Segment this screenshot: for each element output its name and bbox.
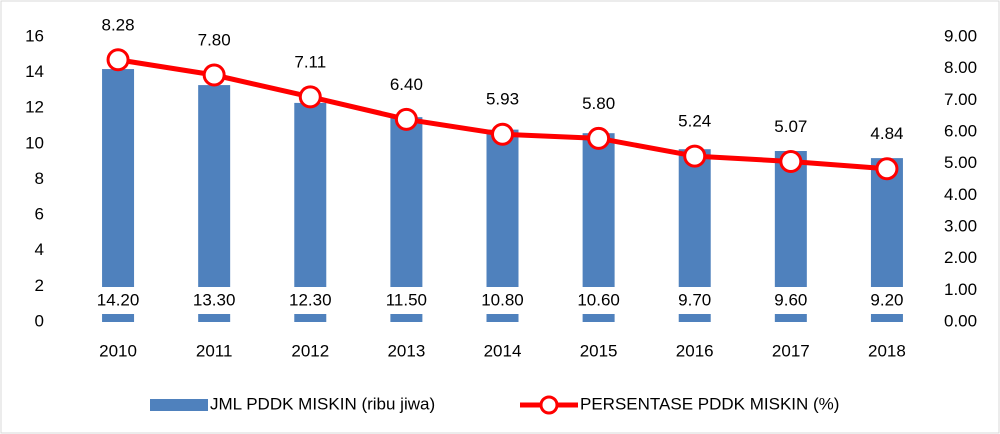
x-tick-label: 2015 bbox=[580, 341, 618, 360]
line-marker bbox=[202, 63, 226, 87]
line-value-label: 5.24 bbox=[678, 112, 711, 131]
label-bg bbox=[184, 287, 245, 314]
line-marker bbox=[298, 85, 322, 109]
line-marker bbox=[106, 48, 130, 72]
x-tick-label: 2014 bbox=[484, 341, 522, 360]
y-tick-label: 12 bbox=[25, 98, 44, 117]
line-value-label: 5.80 bbox=[582, 94, 615, 113]
label-bg bbox=[856, 287, 917, 314]
legend-label: JML PDDK MISKIN (ribu jiwa) bbox=[210, 394, 435, 413]
label-bg bbox=[88, 287, 149, 314]
bar-value-label: 10.80 bbox=[481, 290, 524, 309]
legend-swatch bbox=[150, 399, 208, 411]
x-tick-label: 2012 bbox=[291, 341, 329, 360]
bar-value-label: 9.20 bbox=[870, 290, 903, 309]
line-value-label: 8.28 bbox=[102, 15, 135, 34]
y-tick-label: 2 bbox=[35, 276, 44, 295]
y2-tick-label: 9.00 bbox=[944, 26, 977, 45]
line-marker bbox=[394, 107, 418, 131]
label-bg bbox=[280, 287, 341, 314]
y2-tick-label: 8.00 bbox=[944, 58, 977, 77]
x-tick-label: 2011 bbox=[196, 341, 233, 360]
bar bbox=[102, 69, 135, 322]
bar bbox=[294, 102, 327, 322]
y-tick-label: 14 bbox=[25, 62, 44, 81]
y-tick-label: 8 bbox=[35, 169, 44, 188]
label-bg bbox=[568, 287, 629, 314]
x-tick-label: 2016 bbox=[676, 341, 714, 360]
line-marker bbox=[587, 126, 611, 150]
line-value-label: 4.84 bbox=[870, 124, 903, 143]
y-tick-label: 10 bbox=[25, 133, 44, 152]
label-bg bbox=[472, 287, 533, 314]
label-bg bbox=[760, 287, 821, 314]
x-tick-label: 2010 bbox=[99, 341, 137, 360]
line-value-label: 7.11 bbox=[294, 52, 326, 71]
bar-value-label: 14.20 bbox=[97, 290, 140, 309]
y2-tick-label: 7.00 bbox=[944, 90, 977, 109]
bar-value-label: 9.70 bbox=[678, 290, 711, 309]
bar-value-label: 11.50 bbox=[386, 290, 427, 309]
y2-tick-label: 3.00 bbox=[944, 216, 977, 235]
legend-swatch bbox=[539, 395, 559, 415]
line-marker bbox=[683, 144, 707, 168]
line-marker bbox=[779, 149, 803, 173]
bar-value-label: 13.30 bbox=[193, 290, 236, 309]
line-value-label: 5.07 bbox=[774, 117, 807, 136]
x-tick-label: 2013 bbox=[387, 341, 425, 360]
label-bg bbox=[376, 287, 437, 314]
y-tick-label: 6 bbox=[35, 205, 44, 224]
y2-tick-label: 0.00 bbox=[944, 311, 977, 330]
bar-value-label: 10.60 bbox=[577, 290, 620, 309]
y2-tick-label: 1.00 bbox=[944, 280, 977, 299]
y2-tick-label: 4.00 bbox=[944, 185, 977, 204]
y-tick-label: 0 bbox=[35, 311, 44, 330]
line-value-label: 5.93 bbox=[486, 90, 519, 109]
x-tick-label: 2017 bbox=[772, 341, 810, 360]
y-tick-label: 16 bbox=[25, 26, 44, 45]
y2-tick-label: 6.00 bbox=[944, 121, 977, 140]
line-marker bbox=[491, 122, 514, 146]
bar bbox=[198, 85, 231, 322]
line-value-label: 7.80 bbox=[198, 30, 231, 49]
bar-value-label: 9.60 bbox=[774, 290, 807, 309]
legend-label: PERSENTASE PDDK MISKIN (%) bbox=[580, 394, 839, 413]
y-tick-label: 4 bbox=[35, 240, 44, 259]
label-bg bbox=[664, 287, 725, 314]
y2-tick-label: 5.00 bbox=[944, 153, 977, 172]
line-value-label: 6.40 bbox=[390, 75, 423, 94]
y2-tick-label: 2.00 bbox=[944, 248, 977, 267]
bar-value-label: 12.30 bbox=[289, 290, 332, 309]
x-tick-label: 2018 bbox=[868, 341, 906, 360]
line-marker bbox=[875, 157, 899, 181]
